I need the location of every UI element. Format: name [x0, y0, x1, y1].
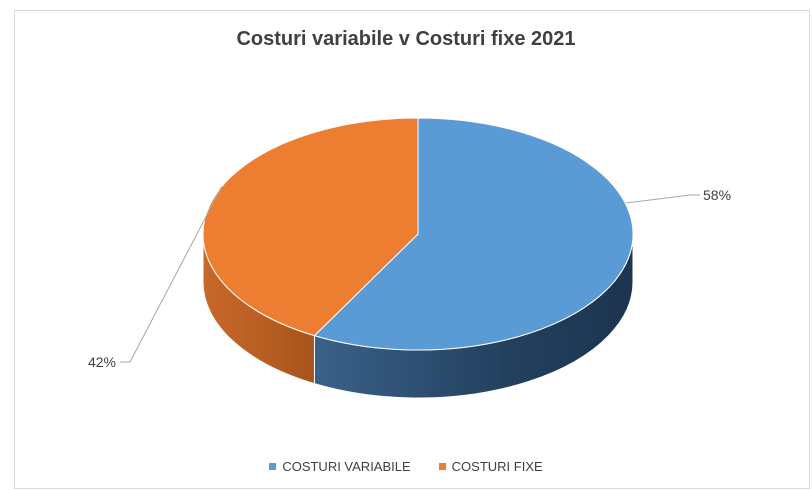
- leader-line-costuri-variabile: [625, 194, 700, 204]
- legend-swatch-variable: [269, 463, 277, 470]
- legend-item-fixed: COSTURI FIXE: [438, 459, 543, 474]
- data-label-costuri-variabile: 58%: [703, 187, 731, 203]
- chart-title: Costuri variabile v Costuri fixe 2021: [236, 28, 576, 50]
- legend-label-variable: COSTURI VARIABILE: [282, 459, 411, 474]
- legend: COSTURI VARIABILE COSTURI FIXE: [0, 459, 812, 474]
- pie-slice-costuri-variabile: [313, 117, 634, 351]
- pie-slice-costuri-fixe: [202, 117, 419, 337]
- leader-line-costuri-fixe: [120, 186, 223, 363]
- legend-label-fixed: COSTURI FIXE: [451, 459, 543, 474]
- data-label-costuri-fixe: 42%: [88, 354, 116, 370]
- legend-swatch-fixed: [438, 463, 446, 470]
- legend-item-variable: COSTURI VARIABILE: [269, 459, 411, 474]
